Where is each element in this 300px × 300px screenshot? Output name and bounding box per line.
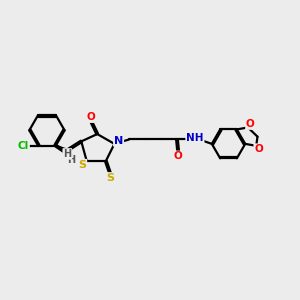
Text: S: S [106,173,114,183]
Text: H: H [63,149,71,159]
Text: O: O [174,152,183,161]
Text: H: H [67,155,75,165]
Text: N: N [114,136,123,146]
Text: NH: NH [186,133,204,143]
Text: O: O [87,112,95,122]
Text: S: S [78,160,86,170]
Text: O: O [254,144,263,154]
Text: Cl: Cl [18,141,29,151]
Text: O: O [246,119,255,129]
